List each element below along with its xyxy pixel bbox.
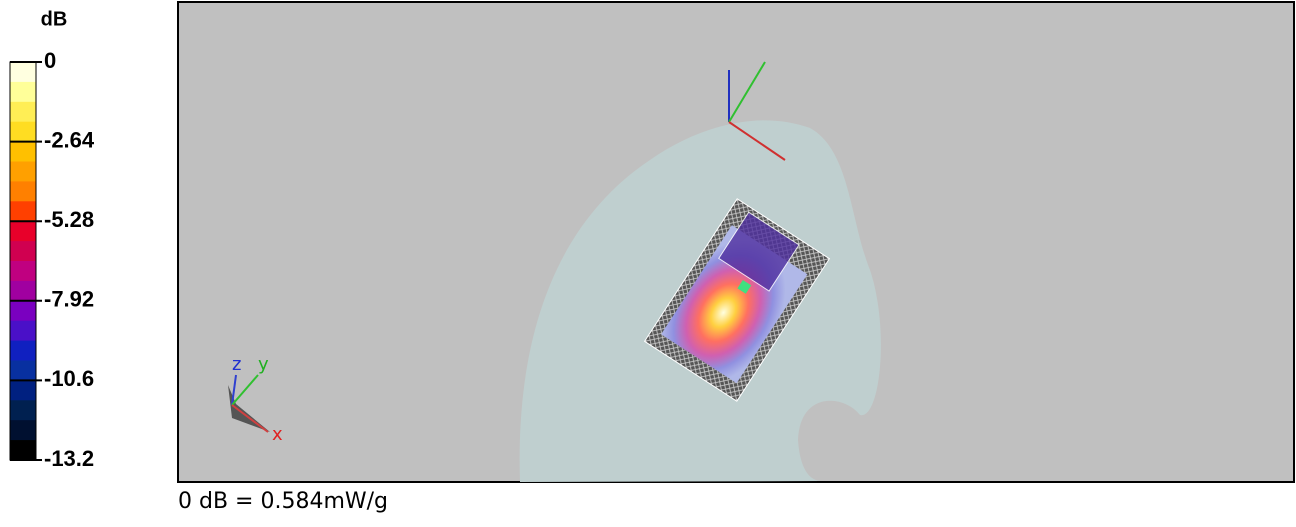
color-band — [10, 141, 36, 162]
color-band — [10, 221, 36, 242]
color-band — [10, 81, 36, 103]
axis-label: z — [232, 354, 241, 375]
color-bar — [10, 62, 36, 461]
color-band — [10, 420, 36, 441]
color-band — [10, 320, 36, 342]
orientation-triad: z y x — [228, 354, 283, 445]
legend-tick-label: 0 — [44, 48, 56, 73]
scan-area — [643, 198, 831, 402]
color-band — [10, 62, 36, 83]
color-band — [10, 121, 36, 143]
probe-axes — [728, 61, 786, 161]
color-band — [10, 261, 36, 282]
legend-tick-label: -7.92 — [44, 287, 94, 312]
color-band — [10, 241, 36, 262]
color-band — [10, 161, 36, 182]
color-band — [10, 280, 36, 302]
color-band — [10, 400, 36, 421]
legend-ticks: 0 -2.64 -5.28 -7.92 -10.6 -13.2 — [10, 48, 95, 471]
color-band — [10, 340, 36, 361]
color-band — [10, 101, 36, 123]
color-band — [10, 380, 36, 401]
color-band — [10, 440, 36, 461]
legend-tick-label: -13.2 — [44, 446, 94, 471]
legend-tick-label: -10.6 — [44, 366, 94, 391]
legend-title: dB — [41, 8, 68, 30]
legend-tick-label: -2.64 — [44, 127, 95, 152]
color-band — [10, 300, 36, 322]
axis-label: x — [272, 424, 283, 445]
footer-note: 0 dB = 0.584mW/g — [178, 489, 388, 514]
legend-tick-label: -5.28 — [44, 207, 94, 232]
color-band — [10, 360, 36, 381]
color-band — [10, 201, 36, 222]
axis-label: y — [258, 354, 269, 375]
color-band — [10, 181, 36, 202]
